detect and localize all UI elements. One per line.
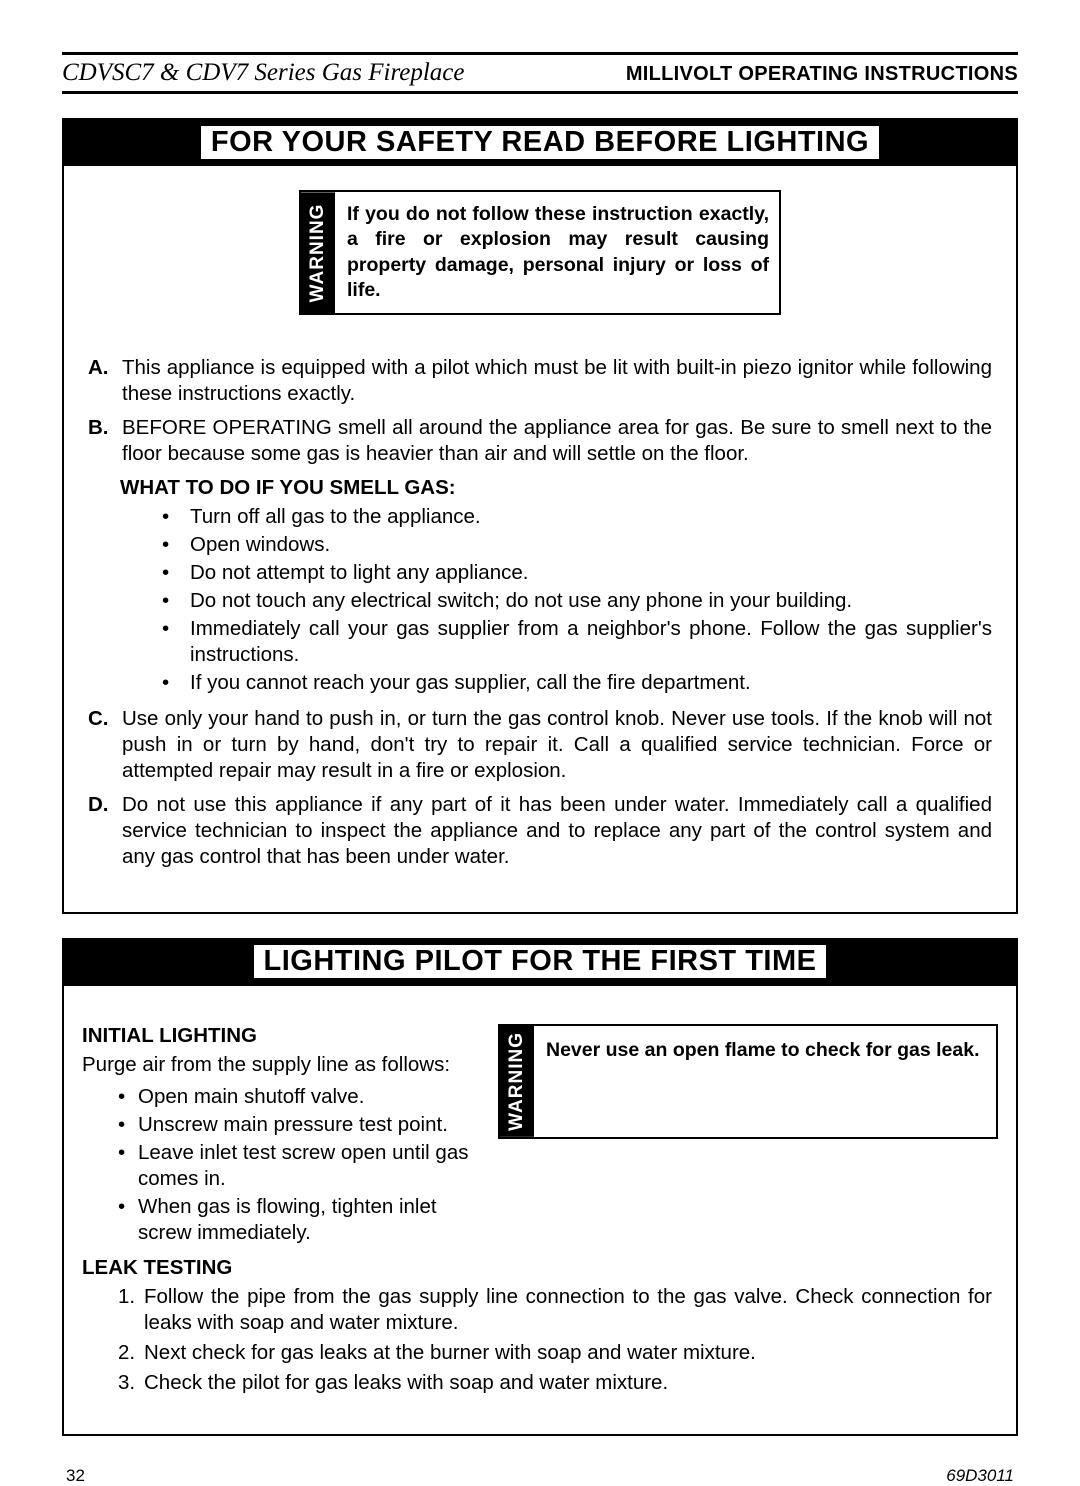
col-left: INITIAL LIGHTING Purge air from the supp…	[82, 1024, 476, 1248]
two-column: INITIAL LIGHTING Purge air from the supp…	[82, 1024, 998, 1248]
item-b-text: BEFORE OPERATING smell all around the ap…	[122, 415, 992, 467]
item-a-text: This appliance is equipped with a pilot …	[122, 355, 992, 407]
list-item: 2.Next check for gas leaks at the burner…	[118, 1340, 992, 1366]
list-item: Leave inlet test screw open until gas co…	[118, 1140, 476, 1192]
leak-item-1: Follow the pipe from the gas supply line…	[144, 1284, 992, 1336]
list-item: Open windows.	[162, 532, 992, 558]
lighting-box: INITIAL LIGHTING Purge air from the supp…	[62, 986, 1018, 1436]
banner-safety-text: FOR YOUR SAFETY READ BEFORE LIGHTING	[201, 126, 879, 159]
list-item: Turn off all gas to the appliance.	[162, 504, 992, 530]
warning-box-2: WARNING Never use an open flame to check…	[498, 1024, 998, 1139]
warning-2-text: Never use an open flame to check for gas…	[534, 1026, 990, 1137]
item-c: C.Use only your hand to push in, or turn…	[88, 706, 992, 784]
list-item: Open main shutoff valve.	[118, 1084, 476, 1110]
lettered-list-cont: C.Use only your hand to push in, or turn…	[82, 706, 998, 870]
leak-item-2: Next check for gas leaks at the burner w…	[144, 1340, 992, 1366]
smell-gas-list: Turn off all gas to the appliance. Open …	[162, 504, 992, 696]
warning-label: WARNING	[301, 192, 335, 313]
doc-id: 69D3011	[946, 1466, 1014, 1486]
page-number: 32	[66, 1466, 85, 1486]
initial-lighting-list: Open main shutoff valve. Unscrew main pr…	[118, 1084, 476, 1246]
banner-safety: FOR YOUR SAFETY READ BEFORE LIGHTING	[62, 118, 1018, 166]
page-header: CDVSC7 & CDV7 Series Gas Fireplace MILLI…	[62, 59, 1018, 94]
banner-lighting: LIGHTING PILOT FOR THE FIRST TIME	[62, 938, 1018, 986]
leak-testing-list: 1.Follow the pipe from the gas supply li…	[118, 1284, 992, 1396]
list-item: 1.Follow the pipe from the gas supply li…	[118, 1284, 992, 1336]
item-d: D.Do not use this appliance if any part …	[88, 792, 992, 870]
banner-lighting-text: LIGHTING PILOT FOR THE FIRST TIME	[254, 945, 827, 978]
list-item: Unscrew main pressure test point.	[118, 1112, 476, 1138]
safety-box: WARNING If you do not follow these instr…	[62, 166, 1018, 914]
leak-testing-heading: LEAK TESTING	[82, 1256, 998, 1280]
item-a: A.This appliance is equipped with a pilo…	[88, 355, 992, 407]
lettered-list: A.This appliance is equipped with a pilo…	[82, 355, 998, 467]
smell-gas-heading: WHAT TO DO IF YOU SMELL GAS:	[120, 476, 998, 500]
section-title: MILLIVOLT OPERATING INSTRUCTIONS	[626, 63, 1018, 86]
list-item: 3.Check the pilot for gas leaks with soa…	[118, 1370, 992, 1396]
warning-box-1: WARNING If you do not follow these instr…	[299, 190, 781, 315]
list-item: When gas is flowing, tighten inlet screw…	[118, 1194, 476, 1246]
item-b: B.BEFORE OPERATING smell all around the …	[88, 415, 992, 467]
initial-lighting-heading: INITIAL LIGHTING	[82, 1024, 476, 1048]
list-item: Immediately call your gas supplier from …	[162, 616, 992, 668]
list-item: If you cannot reach your gas supplier, c…	[162, 670, 992, 696]
list-item: Do not touch any electrical switch; do n…	[162, 588, 992, 614]
page-footer: 32 69D3011	[62, 1466, 1018, 1486]
leak-item-3: Check the pilot for gas leaks with soap …	[144, 1370, 992, 1396]
warning-1-text: If you do not follow these instruction e…	[335, 192, 779, 313]
manual-page: CDVSC7 & CDV7 Series Gas Fireplace MILLI…	[0, 0, 1080, 1397]
initial-lighting-intro: Purge air from the supply line as follow…	[82, 1052, 476, 1078]
item-d-text: Do not use this appliance if any part of…	[122, 792, 992, 870]
item-c-text: Use only your hand to push in, or turn t…	[122, 706, 992, 784]
series-title: CDVSC7 & CDV7 Series Gas Fireplace	[62, 59, 465, 87]
list-item: Do not attempt to light any appliance.	[162, 560, 992, 586]
top-rule	[62, 52, 1018, 55]
col-right: WARNING Never use an open flame to check…	[498, 1024, 998, 1248]
warning-label: WARNING	[500, 1026, 534, 1137]
